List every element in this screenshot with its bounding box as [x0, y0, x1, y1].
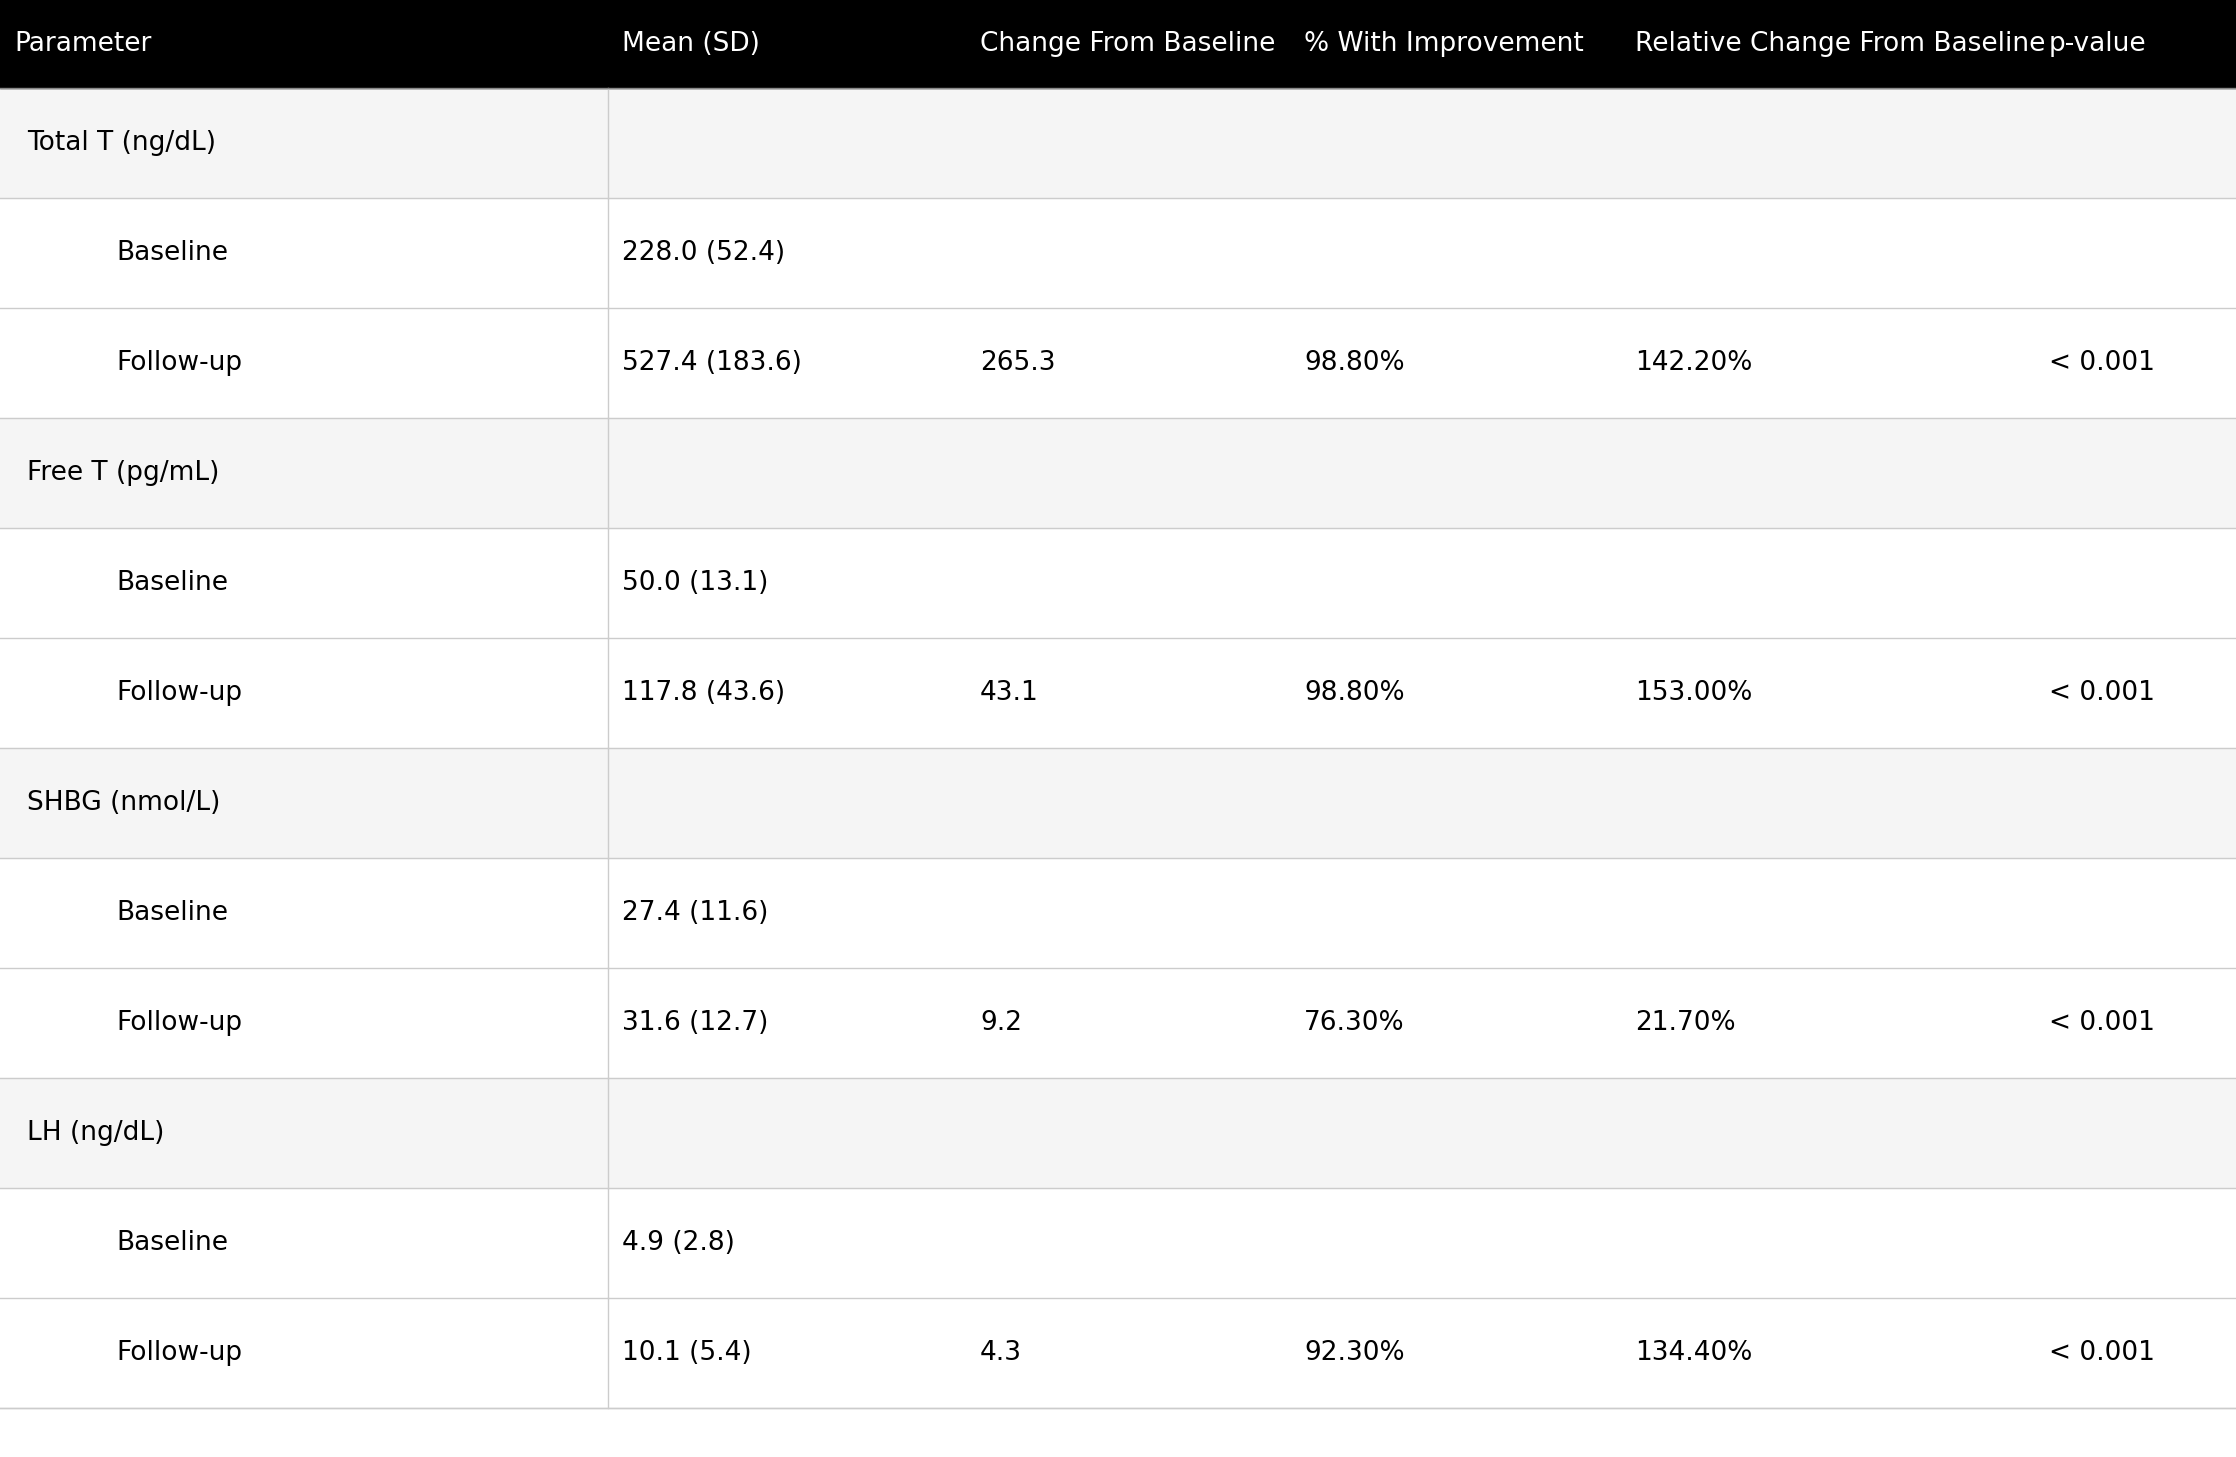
Text: < 0.001: < 0.001	[2048, 1010, 2156, 1036]
Text: 134.40%: 134.40%	[1635, 1340, 1753, 1367]
Text: Follow-up: Follow-up	[116, 1340, 241, 1367]
Text: Baseline: Baseline	[116, 1230, 228, 1256]
Text: % With Improvement: % With Improvement	[1304, 31, 1583, 57]
Text: Follow-up: Follow-up	[116, 350, 241, 376]
Text: Baseline: Baseline	[116, 900, 228, 927]
Text: 228.0 (52.4): 228.0 (52.4)	[622, 240, 785, 267]
Text: 43.1: 43.1	[979, 680, 1040, 707]
Text: 4.9 (2.8): 4.9 (2.8)	[622, 1230, 736, 1256]
Text: < 0.001: < 0.001	[2048, 1340, 2156, 1367]
Text: 92.30%: 92.30%	[1304, 1340, 1404, 1367]
Text: Baseline: Baseline	[116, 240, 228, 267]
Text: Change From Baseline: Change From Baseline	[979, 31, 1275, 57]
Text: 98.80%: 98.80%	[1304, 350, 1404, 376]
Text: 21.70%: 21.70%	[1635, 1010, 1735, 1036]
Text: LH (ng/dL): LH (ng/dL)	[27, 1120, 163, 1147]
Text: 76.30%: 76.30%	[1304, 1010, 1404, 1036]
Text: 117.8 (43.6): 117.8 (43.6)	[622, 680, 785, 707]
Text: SHBG (nmol/L): SHBG (nmol/L)	[27, 790, 219, 816]
Text: 153.00%: 153.00%	[1635, 680, 1753, 707]
Text: 265.3: 265.3	[979, 350, 1055, 376]
Text: 31.6 (12.7): 31.6 (12.7)	[622, 1010, 769, 1036]
Text: 27.4 (11.6): 27.4 (11.6)	[622, 900, 769, 927]
Text: < 0.001: < 0.001	[2048, 680, 2156, 707]
Text: Total T (ng/dL): Total T (ng/dL)	[27, 130, 217, 156]
Text: Baseline: Baseline	[116, 570, 228, 596]
Text: 50.0 (13.1): 50.0 (13.1)	[622, 570, 769, 596]
Text: p-value: p-value	[2048, 31, 2147, 57]
Text: Follow-up: Follow-up	[116, 680, 241, 707]
Text: 98.80%: 98.80%	[1304, 680, 1404, 707]
Text: 142.20%: 142.20%	[1635, 350, 1753, 376]
Text: Follow-up: Follow-up	[116, 1010, 241, 1036]
Text: 527.4 (183.6): 527.4 (183.6)	[622, 350, 803, 376]
Text: 10.1 (5.4): 10.1 (5.4)	[622, 1340, 751, 1367]
Text: < 0.001: < 0.001	[2048, 350, 2156, 376]
Text: Parameter: Parameter	[13, 31, 152, 57]
Text: Free T (pg/mL): Free T (pg/mL)	[27, 460, 219, 487]
Text: Relative Change From Baseline: Relative Change From Baseline	[1635, 31, 2046, 57]
Text: Mean (SD): Mean (SD)	[622, 31, 760, 57]
Text: 4.3: 4.3	[979, 1340, 1022, 1367]
Text: 9.2: 9.2	[979, 1010, 1022, 1036]
